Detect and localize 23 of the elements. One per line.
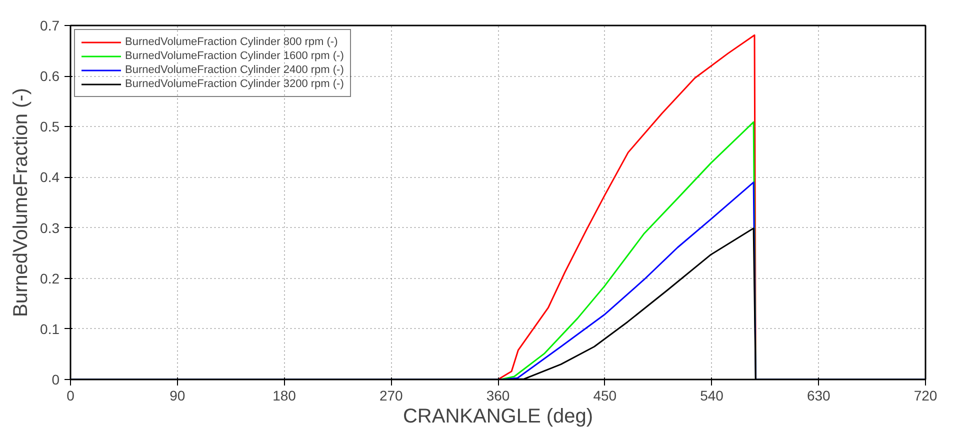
legend-label: BurnedVolumeFraction Cylinder 3200 rpm (-)	[125, 78, 344, 90]
x-tick-label: 540	[700, 388, 724, 404]
x-tick-label: 270	[379, 388, 404, 404]
y-tick-label: 0.7	[40, 18, 60, 34]
x-tick-label: 450	[593, 388, 617, 404]
y-tick-label: 0.3	[40, 220, 60, 236]
y-axis-title: BurnedVolumeFraction (-)	[10, 88, 32, 317]
y-tick-label: 0.4	[40, 169, 60, 186]
x-tick-label: 360	[486, 388, 510, 404]
y-tick-label: 0.2	[40, 270, 60, 286]
x-tick-label: 0	[66, 388, 75, 404]
legend-label: BurnedVolumeFraction Cylinder 1600 rpm (-)	[125, 50, 344, 62]
legend-label: BurnedVolumeFraction Cylinder 2400 rpm (-)	[125, 64, 344, 76]
y-tick-label: 0.6	[40, 68, 60, 84]
x-tick-label: 630	[806, 388, 831, 404]
y-tick-label: 0.5	[40, 118, 60, 135]
x-axis-title: CRANKANGLE (deg)	[402, 406, 594, 428]
x-tick-label: 90	[170, 388, 186, 404]
x-tick-label: 720	[914, 388, 938, 404]
x-tick-label: 180	[272, 388, 296, 404]
y-tick-label: 0	[52, 372, 60, 388]
legend-label: BurnedVolumeFraction Cylinder 800 rpm (-)	[125, 36, 338, 48]
y-tick-label: 0.1	[40, 320, 60, 337]
